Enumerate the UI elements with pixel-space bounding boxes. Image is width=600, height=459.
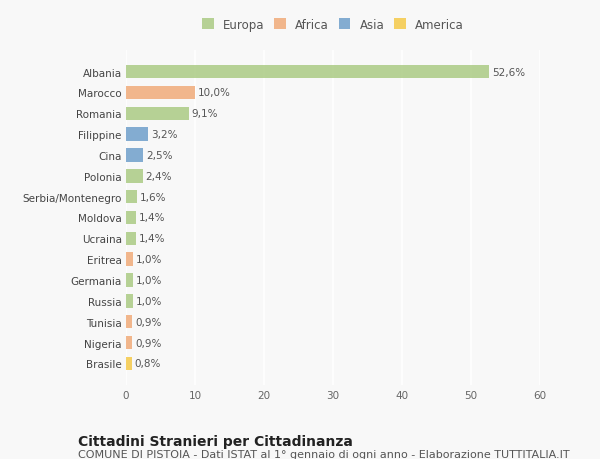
Bar <box>126 253 133 266</box>
Text: 2,5%: 2,5% <box>146 151 173 161</box>
Bar <box>126 149 143 162</box>
Bar <box>126 107 189 121</box>
Bar <box>126 336 132 350</box>
Bar <box>126 128 148 142</box>
Bar <box>126 211 136 225</box>
Text: 1,0%: 1,0% <box>136 296 162 306</box>
Bar <box>126 66 489 79</box>
Text: 3,2%: 3,2% <box>151 130 178 140</box>
Text: Cittadini Stranieri per Cittadinanza: Cittadini Stranieri per Cittadinanza <box>78 434 353 448</box>
Text: 0,9%: 0,9% <box>135 338 161 348</box>
Text: 1,4%: 1,4% <box>139 213 165 223</box>
Text: 1,0%: 1,0% <box>136 255 162 264</box>
Text: 10,0%: 10,0% <box>198 88 230 98</box>
Bar <box>126 357 131 370</box>
Bar <box>126 190 137 204</box>
Text: 2,4%: 2,4% <box>145 172 172 181</box>
Legend: Europa, Africa, Asia, America: Europa, Africa, Asia, America <box>200 16 466 34</box>
Text: 0,9%: 0,9% <box>135 317 161 327</box>
Text: 1,6%: 1,6% <box>140 192 166 202</box>
Bar <box>126 315 132 329</box>
Bar <box>126 232 136 246</box>
Text: 0,8%: 0,8% <box>134 358 161 369</box>
Bar <box>126 170 143 183</box>
Text: 1,4%: 1,4% <box>139 234 165 244</box>
Text: 1,0%: 1,0% <box>136 275 162 285</box>
Bar <box>126 294 133 308</box>
Bar <box>126 86 195 100</box>
Text: COMUNE DI PISTOIA - Dati ISTAT al 1° gennaio di ogni anno - Elaborazione TUTTITA: COMUNE DI PISTOIA - Dati ISTAT al 1° gen… <box>78 449 569 459</box>
Text: 9,1%: 9,1% <box>191 109 218 119</box>
Bar <box>126 274 133 287</box>
Text: 52,6%: 52,6% <box>492 67 525 78</box>
